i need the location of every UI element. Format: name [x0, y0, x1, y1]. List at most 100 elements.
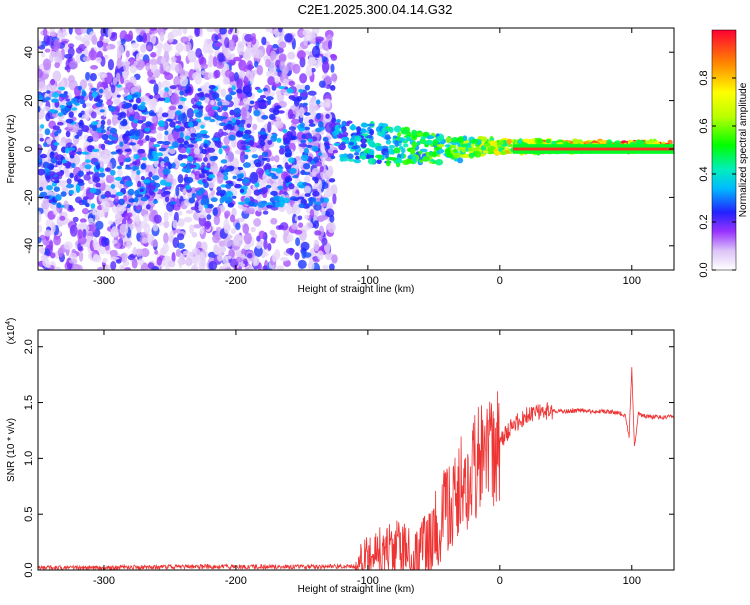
heatmap-cell — [99, 35, 104, 45]
heatmap-cell — [243, 133, 250, 140]
heatmap-cell — [43, 142, 48, 148]
heatmap-cell — [229, 59, 236, 66]
heatmap-cell — [81, 151, 90, 155]
heatmap-cell — [397, 132, 402, 137]
heatmap-cell — [208, 84, 216, 90]
heatmap-cell — [157, 42, 163, 53]
heatmap-cell — [87, 135, 94, 143]
heatmap-cell — [159, 179, 167, 186]
heatmap-cell — [213, 244, 219, 255]
heatmap-cell — [219, 28, 227, 35]
heatmap-cell — [176, 137, 185, 144]
heatmap-cell — [426, 135, 435, 140]
heatmap-cell — [194, 132, 203, 139]
heatmap-cell — [412, 155, 417, 163]
heatmap-cell — [258, 230, 266, 240]
heatmap-cell — [124, 157, 132, 163]
heatmap-cell — [323, 98, 332, 104]
heatmap-cell — [387, 148, 394, 155]
heatmap-cell — [169, 85, 177, 90]
heatmap-cell — [119, 180, 125, 185]
colorbar: 0.0 0.2 0.4 0.6 0.8 Normalized spectral ampl… — [698, 29, 749, 278]
heatmap-cell — [197, 153, 204, 159]
heatmap-cell — [38, 105, 41, 113]
snr-y-ticks: 0.0 0.5 1.0 1.5 2.0 — [23, 339, 674, 578]
heatmap-cell — [161, 192, 167, 198]
heatmap-cell — [133, 60, 138, 66]
heatmap-cell — [304, 214, 310, 220]
heatmap-cell — [187, 121, 194, 128]
heatmap-cell — [284, 144, 290, 152]
heatmap-cell — [233, 97, 240, 105]
heatmap-marks — [38, 28, 674, 270]
heatmap-cell — [212, 207, 219, 216]
heatmap-cell — [224, 168, 231, 173]
heatmap-cell — [300, 139, 307, 144]
heatmap-cell — [399, 146, 404, 150]
heatmap-cell — [497, 140, 504, 145]
heatmap-cell — [312, 190, 320, 197]
heatmap-cell — [145, 135, 150, 142]
heatmap-cell — [258, 135, 266, 142]
heatmap-cell — [177, 114, 183, 122]
heatmap-cell — [448, 144, 457, 149]
heatmap-cell — [82, 196, 89, 200]
heatmap-cell — [229, 214, 236, 223]
heatmap-cell — [71, 264, 81, 270]
heatmap-cell — [211, 137, 219, 141]
heatmap-cell — [206, 214, 212, 220]
heatmap-cell — [388, 126, 394, 134]
heatmap-cell — [279, 145, 285, 150]
heatmap-cell — [422, 131, 430, 138]
heatmap-cell — [489, 140, 498, 147]
heatmap-cell — [129, 142, 136, 146]
heatmap-cell — [267, 173, 275, 177]
heatmap-cell — [53, 142, 60, 146]
heatmap-cell — [77, 179, 84, 184]
heatmap-cell — [417, 132, 425, 137]
heatmap-cell — [38, 132, 44, 139]
snr-y-multiplier-exp: 4 — [5, 321, 12, 325]
heatmap-cell — [110, 184, 116, 189]
heatmap-cell — [189, 137, 196, 141]
snr-y-tick-label: 0.0 — [23, 562, 35, 577]
heatmap-cell — [110, 84, 116, 94]
heatmap-cell — [244, 33, 254, 43]
heatmap-cell — [38, 246, 45, 254]
heatmap-cell — [134, 196, 139, 203]
heatmap-cell — [223, 237, 232, 248]
heatmap-cell — [298, 222, 304, 228]
heatmap-cell — [274, 154, 280, 163]
heatmap-cell — [147, 233, 153, 240]
heatmap-cell — [167, 173, 174, 183]
heatmap-cell — [259, 94, 267, 99]
heatmap-cell — [50, 252, 56, 259]
heatmap-cell — [256, 64, 264, 76]
heatmap-cell — [292, 63, 301, 74]
heatmap-cell — [179, 126, 185, 132]
heatmap-cell — [327, 40, 333, 50]
heatmap-cell — [145, 62, 151, 72]
heatmap-cell — [261, 151, 269, 158]
heatmap-cell — [300, 241, 310, 251]
heatmap-cell — [218, 148, 223, 155]
heatmap-cell — [298, 143, 307, 148]
heatmap-cell — [69, 151, 75, 156]
heatmap-cell — [177, 242, 185, 249]
heatmap-cell — [321, 56, 328, 63]
heatmap-cell — [506, 143, 514, 148]
colorbar-ticks: 0.0 0.2 0.4 0.6 0.8 — [698, 70, 736, 278]
heatmap-cell — [54, 194, 62, 201]
heatmap-cell — [261, 251, 269, 257]
heatmap-cell — [299, 122, 305, 128]
heatmap-cell — [277, 85, 286, 89]
heatmap-cell — [171, 93, 180, 105]
heatmap-cell — [288, 80, 296, 86]
heatmap-cell — [89, 72, 97, 82]
heatmap-cell — [46, 264, 51, 269]
heatmap-cell — [318, 101, 326, 108]
heatmap-cell — [262, 210, 269, 215]
heatmap-cell — [175, 42, 184, 53]
heatmap-cell — [210, 189, 216, 196]
heatmap-cell — [119, 223, 129, 236]
